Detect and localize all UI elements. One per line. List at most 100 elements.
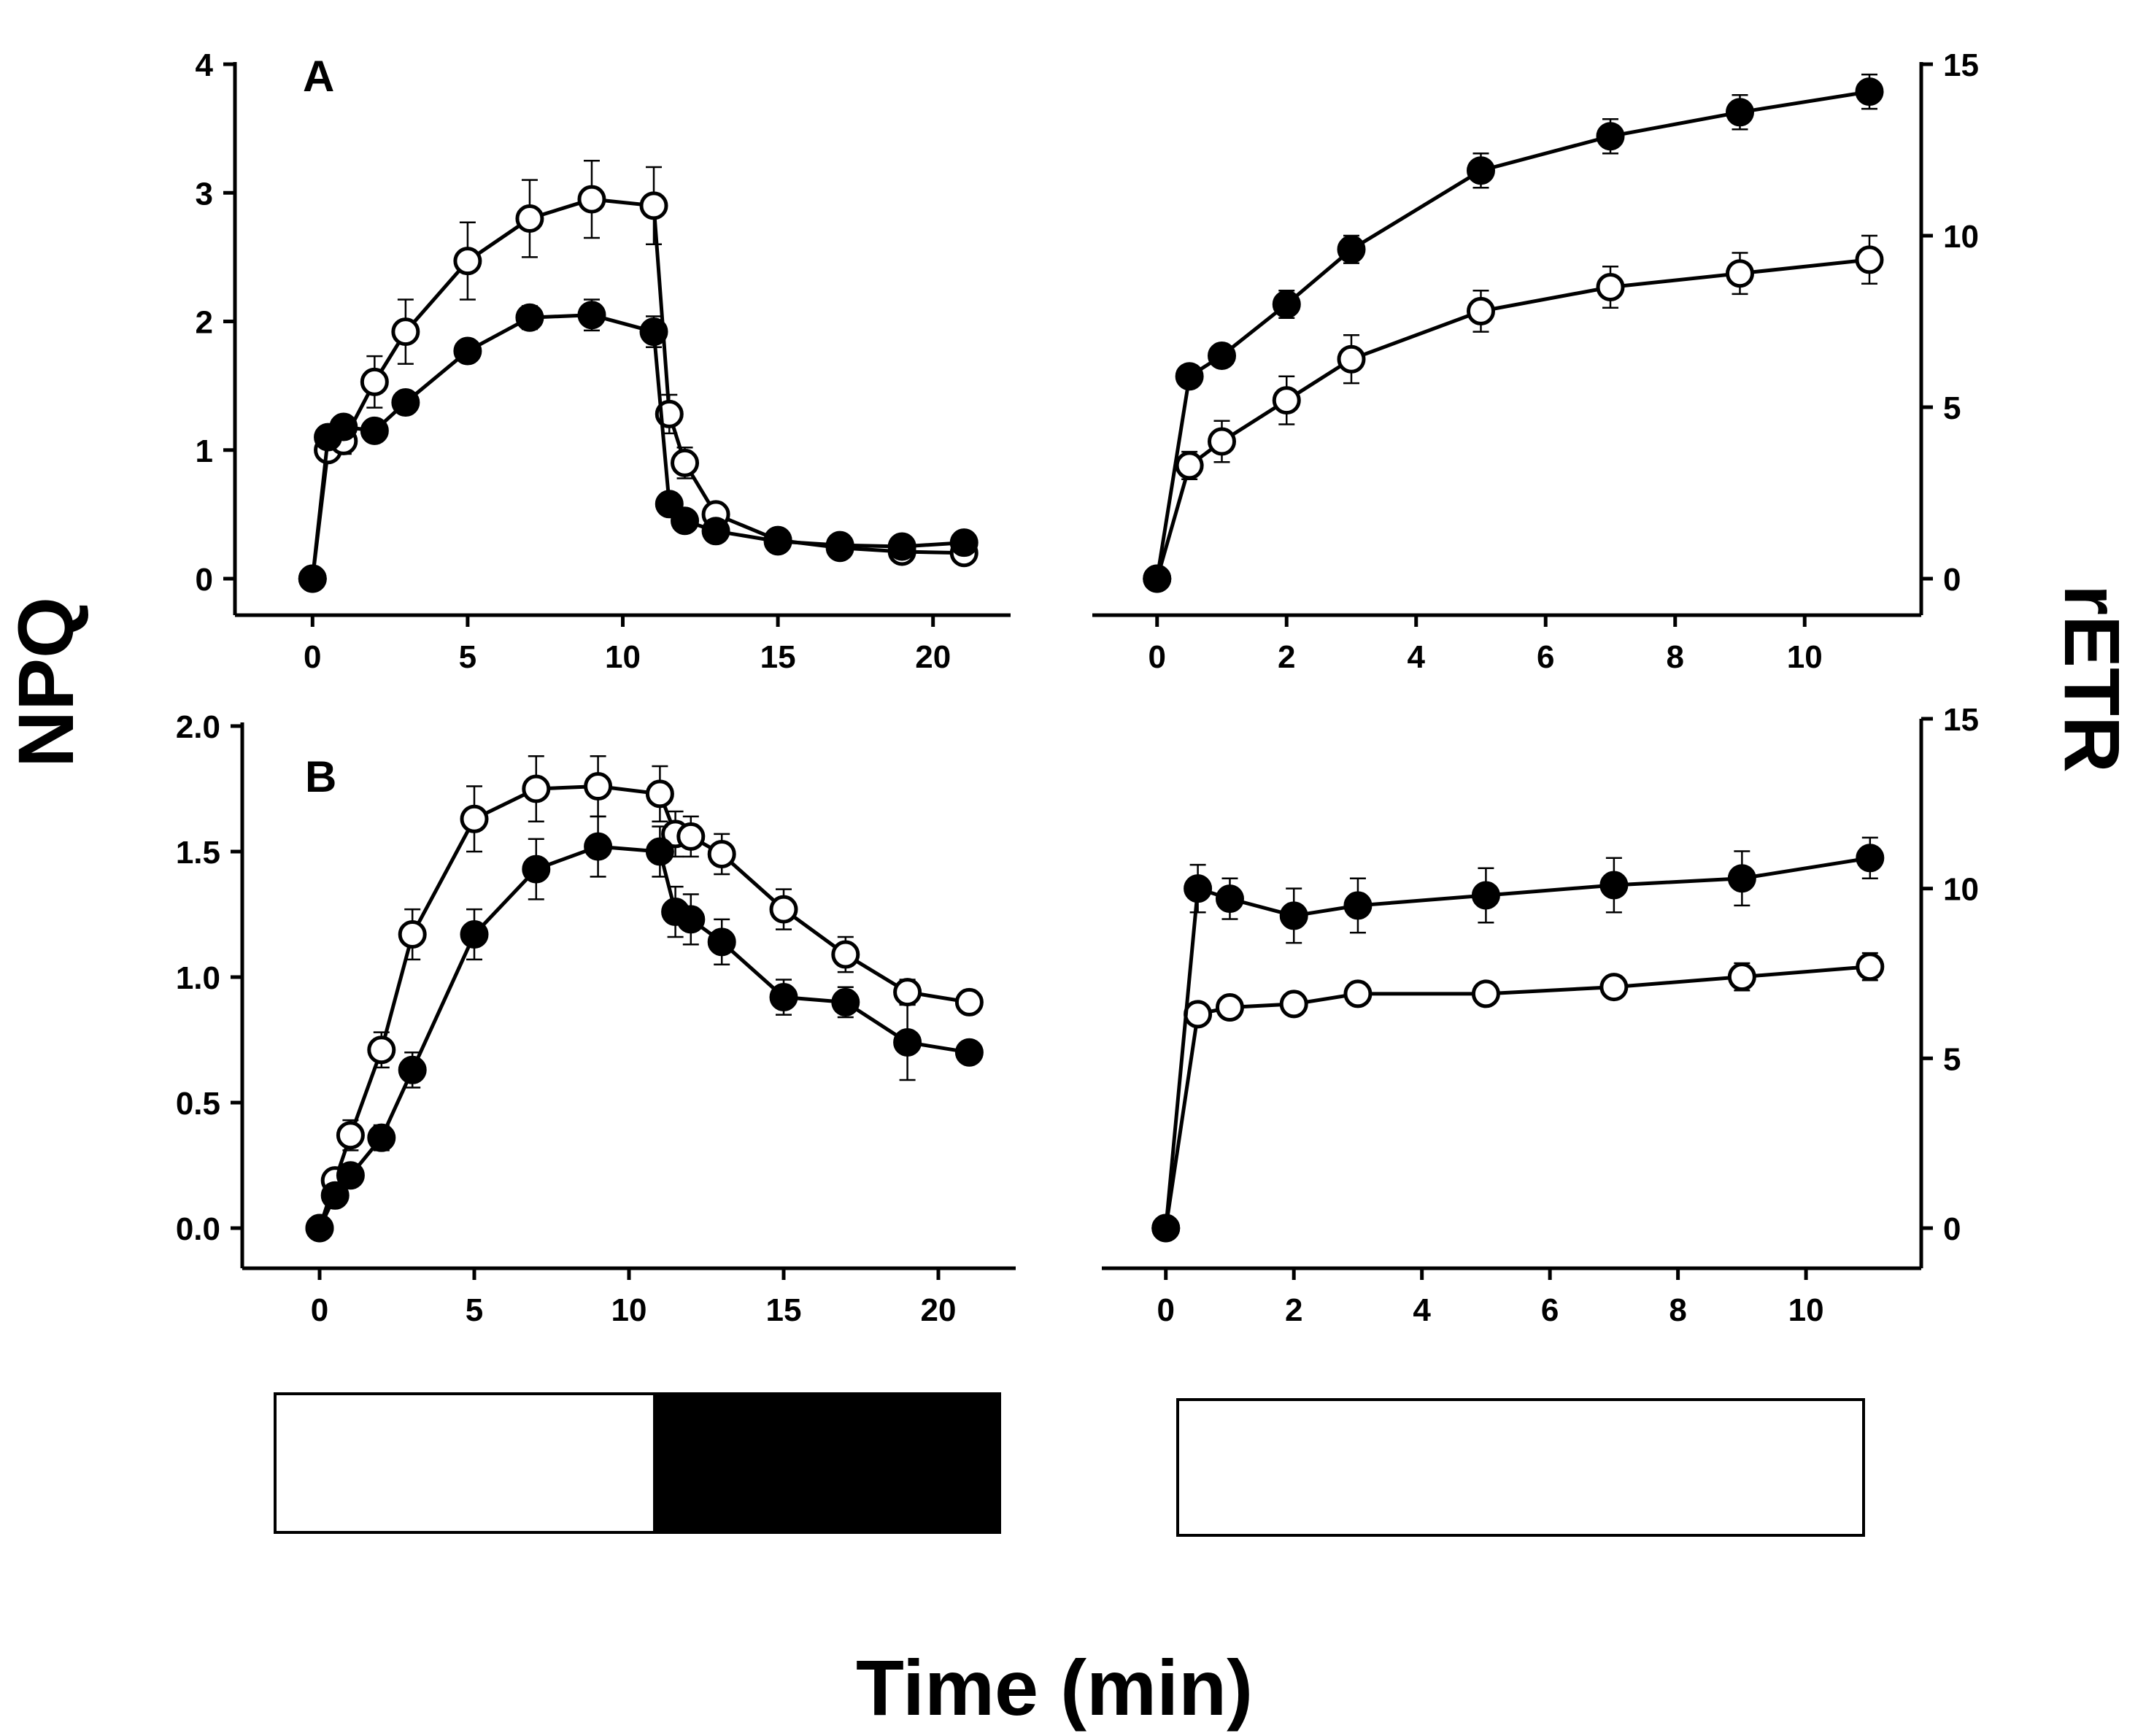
- y-tick-label: 15: [1943, 702, 1979, 738]
- y-tick-label: 5: [1943, 1041, 1961, 1077]
- series-open: [305, 755, 984, 1243]
- data-point: [1272, 290, 1301, 319]
- data-point: [769, 895, 798, 924]
- data-point: [1175, 451, 1204, 480]
- data-point: [1856, 844, 1885, 873]
- light-bar-left: [274, 1392, 1002, 1534]
- x-tick-label: 10: [605, 639, 641, 675]
- data-point: [893, 978, 922, 1007]
- series-line: [1155, 90, 1870, 579]
- series-filled: [1151, 836, 1885, 1243]
- data-point: [460, 920, 489, 949]
- data-point: [577, 185, 606, 214]
- panel-A-right: 0 2 4 6 8 10 0 5 10 15: [1092, 47, 1979, 675]
- data-point: [336, 1161, 365, 1190]
- data-point: [763, 527, 792, 556]
- data-point: [701, 517, 730, 546]
- data-point: [893, 1027, 922, 1057]
- light-bar-right: [1176, 1398, 1865, 1537]
- y-tick-label: 1.5: [176, 835, 220, 871]
- y-tick-label: 0: [196, 562, 213, 598]
- data-point: [645, 837, 674, 866]
- panel-A-left: 0 5 10 15 20 0 1 2 3 4 A: [196, 47, 1011, 675]
- x-tick-label: 4: [1413, 1292, 1431, 1328]
- series-line: [1155, 258, 1870, 579]
- data-point: [645, 779, 674, 809]
- data-point: [453, 247, 482, 276]
- x-axis-label-time: Time (min): [856, 1643, 1253, 1732]
- y-tick-label: 4: [196, 47, 214, 83]
- y-tick-label: 5: [1943, 390, 1961, 426]
- series-open: [1151, 952, 1885, 1243]
- data-point: [336, 1121, 365, 1150]
- data-point: [1184, 1000, 1213, 1029]
- data-point: [1215, 884, 1244, 914]
- data-point: [671, 506, 700, 536]
- series-line: [1164, 965, 1871, 1229]
- x-tick-label: 8: [1669, 1292, 1686, 1328]
- data-point: [584, 832, 613, 861]
- data-point: [954, 1038, 984, 1067]
- data-point: [584, 772, 613, 801]
- data-point: [1596, 122, 1625, 151]
- data-point: [1143, 564, 1172, 593]
- data-point: [1471, 881, 1500, 910]
- series-line: [317, 844, 970, 1230]
- x-tick-label: 0: [1149, 639, 1166, 675]
- data-point: [391, 388, 420, 417]
- x-tick-label: 10: [611, 1292, 647, 1328]
- data-point: [1855, 245, 1884, 274]
- x-tick-label: 6: [1537, 639, 1554, 675]
- light-period-segment: [1176, 1398, 1865, 1537]
- data-point: [1343, 979, 1373, 1008]
- data-point: [367, 1035, 396, 1065]
- data-point: [1855, 77, 1884, 107]
- data-point: [360, 416, 389, 445]
- series-line: [310, 197, 965, 579]
- x-tick-label: 4: [1408, 639, 1426, 675]
- x-tick-label: 0: [1157, 1292, 1174, 1328]
- data-point: [329, 412, 358, 441]
- x-tick-label: 5: [459, 639, 476, 675]
- data-point: [515, 204, 544, 233]
- data-point: [1337, 235, 1366, 264]
- panel-label: B: [305, 752, 336, 801]
- data-point: [954, 987, 984, 1016]
- data-point: [1215, 993, 1244, 1022]
- y-tick-label: 0.5: [176, 1086, 220, 1122]
- data-point: [1337, 344, 1366, 374]
- data-point: [1208, 342, 1236, 370]
- light-regime-bars: [274, 1392, 1865, 1537]
- y-tick-label: 15: [1943, 47, 1979, 83]
- x-tick-label: 0: [304, 639, 321, 675]
- y-tick-label: 0.0: [176, 1211, 220, 1247]
- data-point: [1726, 259, 1754, 288]
- data-point: [460, 804, 489, 833]
- data-point: [1727, 864, 1756, 893]
- series-open: [298, 159, 978, 593]
- data-point: [1599, 973, 1629, 1002]
- panel-B-left: 0 5 10 15 20 0.0 0.5 1.0 1.5 2.0 B: [176, 709, 1016, 1328]
- data-point: [639, 191, 668, 220]
- data-point: [360, 367, 389, 396]
- y-tick-label: 1.0: [176, 960, 220, 996]
- x-tick-label: 2: [1278, 639, 1295, 675]
- y-tick-label: 10: [1943, 219, 1979, 255]
- data-point: [522, 855, 551, 884]
- x-tick-label: 10: [1787, 639, 1823, 675]
- y-tick-label: 3: [196, 176, 213, 212]
- data-point: [398, 1055, 427, 1084]
- y-tick-label: 2.0: [176, 709, 220, 745]
- dark-period-segment: [653, 1392, 1002, 1534]
- y-tick-label: 1: [196, 433, 213, 469]
- data-point: [367, 1123, 396, 1152]
- data-point: [1151, 1214, 1181, 1243]
- data-point: [577, 301, 606, 330]
- data-point: [1596, 273, 1625, 301]
- data-point: [1208, 427, 1236, 456]
- y-axis-label-retr: rETR: [2048, 585, 2136, 773]
- data-point: [825, 531, 854, 560]
- x-tick-label: 15: [766, 1292, 802, 1328]
- data-point: [831, 987, 860, 1016]
